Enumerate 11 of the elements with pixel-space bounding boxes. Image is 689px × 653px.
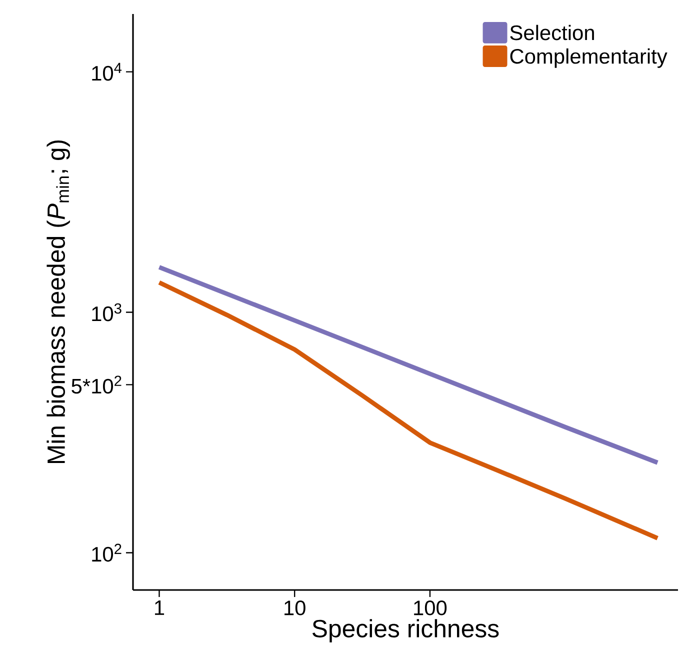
y-tick-label: 10$^{3}$	[92, 303, 122, 322]
legend-label: Selection	[510, 24, 594, 40]
x-tick-label: 100	[414, 600, 447, 616]
y-axis-title: Min biomass needed (P$_{min}$; g)	[46, 140, 70, 464]
x-tick-label: 1	[155, 600, 164, 615]
x-axis-title: Species richness	[312, 619, 499, 642]
y-tick-label: 5*10$^{2}$	[72, 376, 122, 394]
x-tick-label: 10	[284, 600, 306, 616]
legend-label: Complementarity	[510, 48, 668, 68]
y-tick-label: 10$^{4}$	[92, 62, 122, 81]
y-tick-label: 10$^{2}$	[92, 544, 122, 562]
